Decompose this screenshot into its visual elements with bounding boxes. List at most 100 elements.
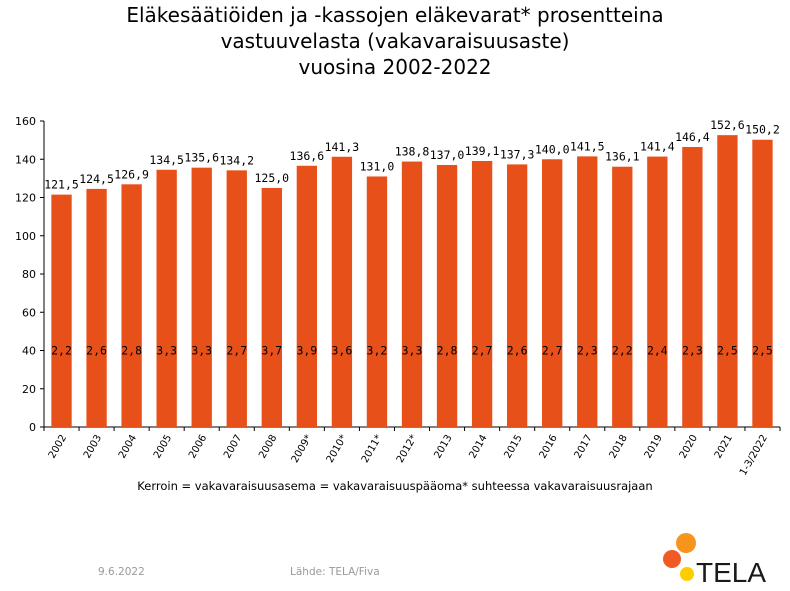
bar-value-label: 134,2 bbox=[219, 153, 254, 167]
x-tick-label: 2003 bbox=[82, 433, 104, 461]
multiplier-label: 2,5 bbox=[752, 344, 773, 358]
bar-chart: 0 20 40 60 80 100 120 140 160 121,5 2,2 2002 124,5 2,… bbox=[15, 115, 781, 478]
bar-value-label: 141,4 bbox=[640, 140, 675, 154]
footer-date: 9.6.2022 bbox=[98, 566, 145, 578]
bar bbox=[682, 147, 703, 427]
bar bbox=[156, 169, 177, 428]
y-tick-label: 20 bbox=[22, 383, 36, 396]
title-line-2: vastuuvelasta (vakavaraisuusaste) bbox=[220, 29, 570, 53]
bar-value-label: 135,6 bbox=[184, 151, 219, 165]
bar-value-label: 140,0 bbox=[535, 142, 570, 156]
title-line-3: vuosina 2002-2022 bbox=[298, 55, 492, 79]
multiplier-label: 2,6 bbox=[86, 344, 107, 358]
y-tick-label: 160 bbox=[15, 115, 36, 128]
multiplier-label: 3,3 bbox=[156, 344, 177, 358]
multiplier-label: 2,7 bbox=[472, 344, 493, 358]
multiplier-label: 3,3 bbox=[402, 344, 423, 358]
x-tick-label: 2004 bbox=[117, 433, 139, 461]
multiplier-label: 2,3 bbox=[577, 344, 598, 358]
bar-value-label: 131,0 bbox=[360, 159, 395, 173]
bar bbox=[436, 164, 458, 428]
multiplier-label: 3,7 bbox=[261, 344, 282, 358]
y-tick-label: 0 bbox=[29, 421, 36, 434]
bar bbox=[121, 184, 142, 427]
multiplier-label: 2,8 bbox=[437, 344, 458, 358]
x-tick-label: 2017 bbox=[573, 433, 595, 461]
bar-value-label: 136,1 bbox=[605, 150, 640, 164]
chart-title: Eläkesäätiöiden ja -kassojen eläkevarat*… bbox=[0, 2, 790, 80]
x-tick-label: 2013 bbox=[432, 433, 454, 461]
bar bbox=[86, 188, 107, 427]
x-tick-label: 2019 bbox=[643, 433, 665, 461]
multiplier-label: 3,6 bbox=[332, 344, 353, 358]
x-tick-label: 2011* bbox=[360, 433, 385, 465]
y-tick-label: 120 bbox=[15, 192, 36, 205]
x-tick-label: 2002 bbox=[47, 433, 69, 461]
bar-value-label: 121,5 bbox=[44, 178, 79, 192]
bar bbox=[261, 187, 282, 427]
x-tick-label: 1-3/2022 bbox=[738, 433, 770, 478]
footer-source: Lähde: TELA/Fiva bbox=[290, 566, 380, 578]
x-tick-label: 2018 bbox=[608, 433, 630, 461]
x-tick-label: 2005 bbox=[152, 433, 174, 461]
bar bbox=[717, 135, 738, 427]
svg-text:TELA: TELA bbox=[696, 557, 766, 584]
multiplier-label: 2,8 bbox=[121, 344, 142, 358]
x-tick-label: 2007 bbox=[222, 433, 244, 461]
multiplier-label: 2,7 bbox=[542, 344, 563, 358]
bar bbox=[471, 160, 493, 427]
x-tick-label: 2009* bbox=[290, 433, 315, 465]
bar-value-label: 152,6 bbox=[710, 118, 745, 132]
x-tick-label: 2020 bbox=[678, 433, 700, 461]
bar-value-label: 136,6 bbox=[290, 149, 325, 163]
x-tick-label: 2014 bbox=[467, 433, 489, 461]
bar-value-label: 139,1 bbox=[465, 144, 500, 158]
bar-value-label: 150,2 bbox=[745, 123, 780, 137]
bar bbox=[506, 164, 528, 427]
x-tick-label: 2006 bbox=[187, 433, 209, 461]
bar-value-label: 125,0 bbox=[254, 171, 289, 185]
bar-value-label: 141,3 bbox=[325, 140, 360, 154]
multiplier-label: 2,5 bbox=[717, 344, 738, 358]
bar bbox=[577, 156, 598, 427]
x-tick-label: 2010* bbox=[325, 433, 350, 465]
tela-logo: TELA bbox=[663, 533, 766, 584]
bar-value-label: 124,5 bbox=[79, 172, 114, 186]
title-line-1: Eläkesäätiöiden ja -kassojen eläkevarat*… bbox=[126, 3, 664, 27]
x-tick-label: 2021 bbox=[713, 433, 735, 461]
bar bbox=[331, 156, 353, 428]
bar-value-label: 138,8 bbox=[395, 145, 430, 159]
y-tick-label: 100 bbox=[15, 230, 36, 243]
x-tick-label: 2016 bbox=[538, 433, 560, 461]
bar-value-label: 137,3 bbox=[500, 147, 535, 161]
multiplier-label: 2,2 bbox=[51, 344, 72, 358]
y-tick-label: 40 bbox=[22, 345, 36, 358]
bar bbox=[542, 159, 563, 427]
bar bbox=[401, 161, 423, 428]
bar bbox=[51, 194, 72, 427]
multiplier-note: Kerroin = vakavaraisuusasema = vakavarai… bbox=[137, 479, 653, 493]
bar bbox=[647, 156, 668, 427]
bar bbox=[366, 176, 388, 427]
multiplier-label: 2,3 bbox=[682, 344, 703, 358]
bar bbox=[612, 166, 633, 428]
x-tick-label: 2008 bbox=[257, 433, 279, 461]
bar bbox=[191, 167, 212, 428]
bar-value-label: 146,4 bbox=[675, 130, 710, 144]
bar-value-label: 137,0 bbox=[430, 148, 465, 162]
bar-value-label: 141,5 bbox=[570, 139, 605, 153]
multiplier-label: 2,6 bbox=[507, 344, 528, 358]
bar bbox=[226, 170, 247, 427]
bar bbox=[296, 165, 318, 427]
multiplier-label: 3,2 bbox=[367, 344, 388, 358]
multiplier-label: 2,7 bbox=[226, 344, 247, 358]
multiplier-label: 3,3 bbox=[191, 344, 212, 358]
bar bbox=[752, 139, 773, 427]
multiplier-label: 2,4 bbox=[647, 344, 668, 358]
y-tick-label: 80 bbox=[22, 268, 36, 281]
multiplier-label: 2,2 bbox=[612, 344, 633, 358]
x-tick-label: 2015 bbox=[502, 433, 524, 461]
multiplier-label: 3,9 bbox=[296, 344, 317, 358]
y-tick-label: 60 bbox=[22, 306, 36, 319]
x-tick-label: 2012* bbox=[395, 433, 420, 465]
